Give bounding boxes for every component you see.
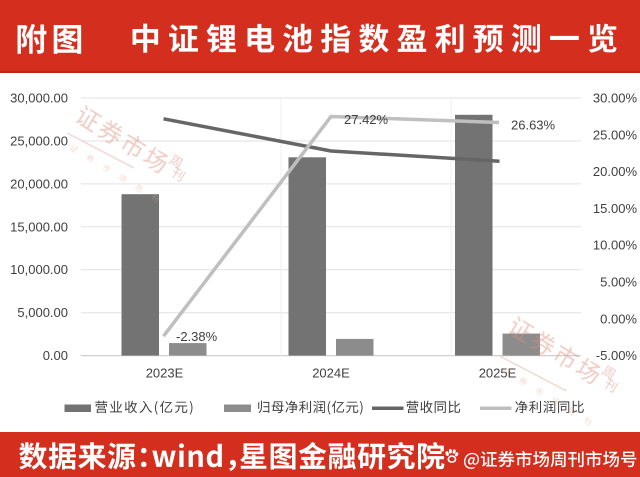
svg-text:2024E: 2024E <box>312 366 350 381</box>
svg-text:15.00%: 15.00% <box>593 201 638 216</box>
svg-text:10,000.00: 10,000.00 <box>10 262 68 277</box>
svg-text:10.00%: 10.00% <box>593 238 638 253</box>
svg-text:0.00: 0.00 <box>43 348 68 363</box>
svg-text:0.00%: 0.00% <box>600 311 637 326</box>
svg-text:5.00%: 5.00% <box>600 275 637 290</box>
svg-text:30.00%: 30.00% <box>593 91 638 106</box>
svg-text:27.42%: 27.42% <box>344 112 389 127</box>
svg-text:20.00%: 20.00% <box>593 164 638 179</box>
svg-text:5,000.00: 5,000.00 <box>17 305 68 320</box>
svg-text:30,000.00: 30,000.00 <box>10 91 68 106</box>
svg-text:2023E: 2023E <box>146 366 184 381</box>
svg-text:2025E: 2025E <box>479 366 517 381</box>
svg-text:25,000.00: 25,000.00 <box>10 134 68 149</box>
svg-text:25.00%: 25.00% <box>593 127 638 142</box>
svg-text:26.63%: 26.63% <box>511 118 556 133</box>
svg-text:15,000.00: 15,000.00 <box>10 219 68 234</box>
svg-text:20,000.00: 20,000.00 <box>10 176 68 191</box>
svg-text:-2.38%: -2.38% <box>176 329 218 344</box>
svg-text:-5.00%: -5.00% <box>596 348 638 363</box>
